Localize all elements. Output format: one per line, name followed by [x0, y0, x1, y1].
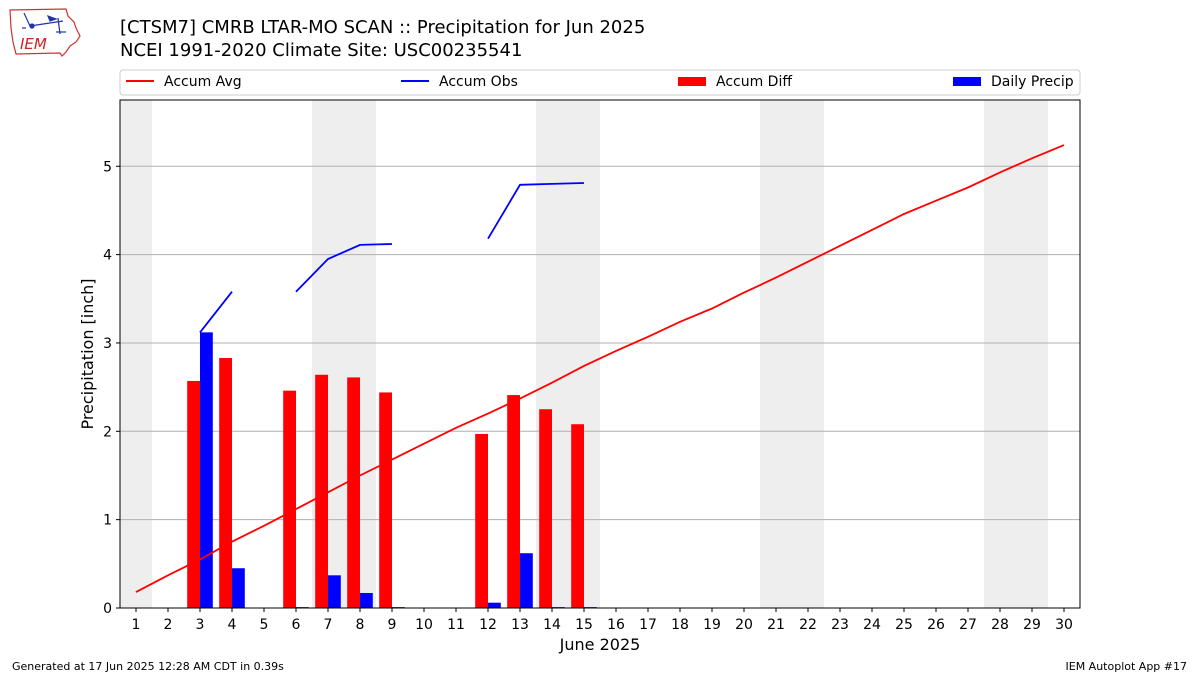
x-tick-label-4: 4: [228, 617, 237, 633]
weekend-shade-day-29: [1016, 100, 1048, 608]
legend-swatch-accum-diff: [678, 77, 706, 86]
x-tick-label-2: 2: [164, 617, 173, 633]
accum-avg-line-segment-1: [135, 144, 1065, 593]
accum-diff-bar-day-4: [219, 357, 232, 608]
x-tick-label-20: 20: [735, 617, 753, 633]
x-tick-label-8: 8: [356, 617, 365, 633]
x-tick-label-18: 18: [671, 617, 689, 633]
x-tick-label-24: 24: [863, 617, 881, 633]
x-tick-label-29: 29: [1023, 617, 1041, 633]
x-tick-label-22: 22: [799, 617, 817, 633]
accum-diff-bar-day-3: [187, 380, 200, 608]
app-footer: IEM Autoplot App #17: [1065, 660, 1188, 673]
accum-diff-bar-day-9: [379, 392, 392, 608]
accum-diff-bar-day-12: [475, 433, 488, 608]
y-tick-label-4: 4: [103, 248, 112, 264]
legend-label-daily-precip: Daily Precip: [991, 74, 1074, 90]
accum-diff-bar-day-7: [315, 374, 328, 608]
x-tick-label-1: 1: [132, 617, 141, 633]
accum-diff-bar-day-13: [507, 395, 520, 608]
x-tick-label-30: 30: [1055, 617, 1073, 633]
x-tick-label-7: 7: [324, 617, 333, 633]
x-tick-label-15: 15: [575, 617, 593, 633]
x-axis-label: June 2025: [559, 635, 641, 654]
x-tick-label-25: 25: [895, 617, 913, 633]
daily-precip-bar-day-8: [360, 592, 373, 608]
x-tick-label-19: 19: [703, 617, 721, 633]
x-tick-label-10: 10: [415, 617, 433, 633]
legend-label-accum-obs: Accum Obs: [439, 74, 518, 90]
weekend-shade-day-28: [984, 100, 1016, 608]
y-tick-label-5: 5: [103, 159, 112, 175]
x-tick-label-14: 14: [543, 617, 561, 633]
weekend-shade-day-1: [120, 100, 152, 608]
legend-swatch-daily-precip: [953, 77, 981, 86]
daily-precip-bar-day-13: [520, 553, 533, 608]
x-tick-label-9: 9: [388, 617, 397, 633]
x-tick-label-26: 26: [927, 617, 945, 633]
legend-label-accum-avg: Accum Avg: [164, 74, 242, 90]
x-tick-label-6: 6: [292, 617, 301, 633]
x-tick-label-3: 3: [196, 617, 205, 633]
iem-logo: IEM: [9, 8, 81, 57]
y-tick-label-2: 2: [103, 424, 112, 440]
accum-diff-bar-day-8: [347, 377, 360, 608]
daily-precip-bar-day-4: [232, 568, 245, 608]
y-tick-label-1: 1: [103, 513, 112, 529]
x-tick-label-23: 23: [831, 617, 849, 633]
accum-obs-line-segment-1: [199, 291, 233, 333]
weekend-shade-day-22: [792, 100, 824, 608]
y-tick-label-0: 0: [103, 601, 112, 617]
chart-subtitle: NCEI 1991-2020 Climate Site: USC00235541: [120, 40, 523, 61]
legend-box: [119, 69, 1081, 96]
accum-diff-bar-day-6: [283, 390, 296, 608]
accum-diff-bar-day-15: [571, 424, 584, 608]
y-tick-label-3: 3: [103, 336, 112, 352]
legend-label-accum-diff: Accum Diff: [716, 74, 792, 90]
weekend-shade-day-21: [760, 100, 792, 608]
daily-precip-bar-day-12: [488, 602, 501, 608]
plot-frame: [119, 99, 1081, 609]
daily-precip-bar-day-3: [200, 332, 213, 608]
x-tick-label-12: 12: [479, 617, 497, 633]
accum-obs-line-segment-2: [295, 243, 393, 293]
x-tick-label-5: 5: [260, 617, 269, 633]
x-tick-label-11: 11: [447, 617, 465, 633]
accum-diff-bar-day-14: [539, 409, 552, 608]
accum-obs-line-segment-3: [487, 182, 585, 240]
x-tick-label-17: 17: [639, 617, 657, 633]
x-tick-label-27: 27: [959, 617, 977, 633]
y-axis-label: Precipitation [inch]: [78, 278, 97, 429]
x-tick-label-28: 28: [991, 617, 1009, 633]
x-tick-label-21: 21: [767, 617, 785, 633]
x-tick-label-16: 16: [607, 617, 625, 633]
logo-text: IEM: [20, 35, 47, 53]
chart-title: [CTSM7] CMRB LTAR-MO SCAN :: Precipitati…: [120, 17, 646, 38]
x-tick-label-13: 13: [511, 617, 529, 633]
generated-footer: Generated at 17 Jun 2025 12:28 AM CDT in…: [12, 660, 284, 673]
daily-precip-bar-day-7: [328, 575, 341, 608]
